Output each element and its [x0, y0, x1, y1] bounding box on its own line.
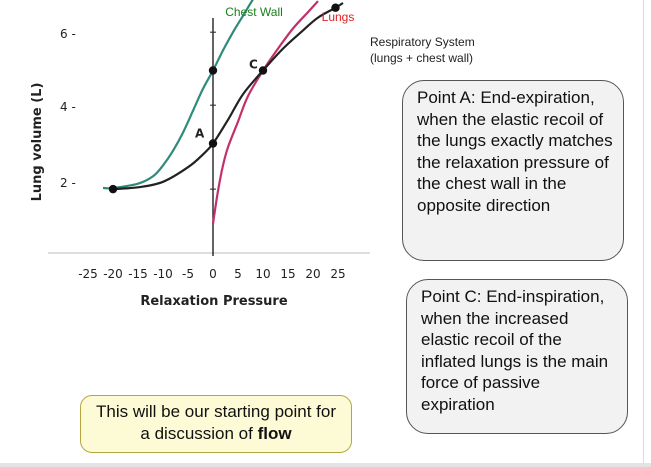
- data-point-marker: [258, 66, 268, 75]
- callout-point-a: Point A: End-expiration, when the elasti…: [402, 80, 624, 261]
- x-tick-label: 10: [255, 267, 270, 281]
- point-label-c: C: [249, 58, 258, 72]
- y-tick-label: 2 -: [60, 176, 76, 190]
- x-tick-label: 25: [330, 267, 345, 281]
- footnote-bold-word: flow: [257, 424, 292, 443]
- callout-point-c-text: Point C: End-inspiration, when the incre…: [421, 287, 609, 414]
- x-tick-label: -5: [182, 267, 194, 281]
- y-axis-title: Lung volume (L): [30, 83, 45, 202]
- respiratory-system-sublabel: (lungs + chest wall): [370, 51, 473, 65]
- y-tick-label: 6 -: [60, 27, 76, 41]
- x-tick-label: -25: [78, 267, 98, 281]
- y-tick-label: 4 -: [60, 100, 76, 114]
- point-label-a: A: [195, 127, 205, 141]
- bottom-rule: [0, 463, 651, 467]
- x-axis-title: Relaxation Pressure: [140, 294, 287, 309]
- x-tick-label: 0: [209, 267, 217, 281]
- lungs-label: Lungs: [322, 10, 355, 24]
- data-point-marker: [208, 139, 218, 148]
- data-point-marker: [108, 184, 118, 194]
- chest-wall-label: Chest Wall: [225, 5, 283, 19]
- x-tick-label: -10: [153, 267, 173, 281]
- x-tick-label: -20: [103, 267, 123, 281]
- chart-markers: AC: [108, 3, 340, 194]
- respiratory-system-curve: [112, 2, 344, 191]
- chest-wall-curve: [102, 0, 254, 190]
- callout-point-c: Point C: End-inspiration, when the incre…: [406, 279, 628, 434]
- x-tick-label: 15: [280, 267, 295, 281]
- flow-footnote: This will be our starting point for a di…: [80, 395, 352, 453]
- x-tick-label: 5: [234, 267, 242, 281]
- chart-axes: -25 -20 -15 -10 -5 0 5 10 15 20 25 2 - 4 - 6 - Relaxat…: [30, 18, 370, 309]
- lungs-curve: [211, 0, 319, 224]
- data-point-marker: [208, 66, 218, 75]
- callout-point-a-text: Point A: End-expiration, when the elasti…: [417, 88, 613, 215]
- x-tick-label: 20: [305, 267, 320, 281]
- data-point-marker: [331, 3, 340, 12]
- chart-series: [102, 0, 344, 224]
- respiratory-system-label: Respiratory System: [370, 35, 475, 49]
- side-rule: [643, 0, 644, 463]
- x-tick-label: -15: [128, 267, 148, 281]
- footnote-text: This will be our starting point for a di…: [96, 402, 336, 443]
- chart-labels: Chest Wall Lungs Respiratory System (lungs …: [225, 5, 474, 65]
